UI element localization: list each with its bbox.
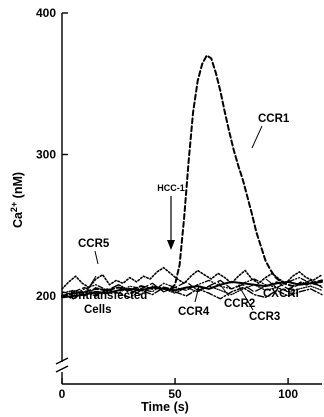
label-ccr5: CCR5 [78,238,110,250]
leader-untransfected [87,275,97,290]
label-ccr3: CCR3 [249,311,280,323]
label-ccr1: CCR1 [258,113,290,125]
leader-ccr4 [194,285,200,303]
label-cxcri: CXCRI [263,288,299,300]
series-line-ccr4 [61,286,323,300]
x-tick-label: 0 [59,387,66,401]
leader-ccr3 [238,285,254,311]
y-tick-label: 400 [36,6,56,20]
stimulus-label: HCC-1 [157,183,185,193]
label-ccr2: CCR2 [224,298,255,310]
x-tick-label: 50 [168,387,182,401]
y-axis-title: Ca2+ (nM) [9,172,25,228]
leader-ccr1 [251,125,263,149]
axes [55,13,322,385]
leader-ccr2 [217,281,230,297]
x-axis-title: Time (s) [141,400,189,414]
ticks: 200 300 400 0 50 100 [36,6,298,401]
axis-break-mark-top [55,357,69,365]
series-labels: CCR1 CCR5 Untransfected Cells CCR4 CCR2 … [70,113,299,323]
series-line-ccr3 [61,279,323,297]
x-tick-label: 100 [278,387,298,401]
stimulus-arrow-head [167,240,175,250]
y-tick-label: 300 [36,148,56,162]
leader-cxcri [265,278,277,288]
stimulus-annotation: HCC-1 [157,183,185,250]
series-line-cxcri [61,276,323,296]
series-line-ccr5 [61,266,323,290]
y-tick-label: 200 [36,289,56,303]
axis-break-mark-bottom [55,365,69,373]
label-ccr4: CCR4 [178,306,210,318]
label-untransfected-line2: Cells [84,304,112,316]
label-untransfected-line1: Untransfected [70,290,147,302]
series-line-ccr1 [61,54,323,297]
series-group [61,54,323,300]
leader-ccr5 [94,250,99,265]
